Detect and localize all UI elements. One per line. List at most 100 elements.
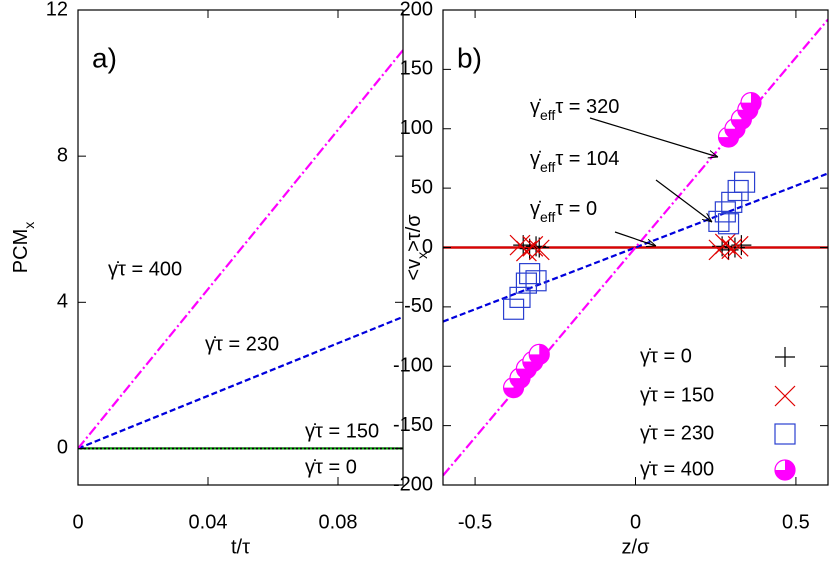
marker-part [509, 286, 531, 308]
line [78, 49, 403, 450]
marker-part [727, 235, 749, 257]
marker [502, 298, 525, 320]
y-tick-label: -100 [393, 355, 433, 377]
legend-marker [774, 459, 796, 481]
label-part: eff [540, 107, 555, 123]
label-part: τ = 0 [555, 198, 597, 220]
plot-frame [442, 9, 829, 486]
arrow [589, 117, 718, 157]
marker-part [528, 239, 550, 261]
y-tick-label: -150 [393, 414, 433, 436]
label-part: eff [540, 209, 555, 225]
marker [717, 213, 740, 235]
legend-label: γ̇τ = 150 [640, 384, 714, 406]
y-tick-label: -200 [393, 473, 433, 495]
x-tick-label: 0 [72, 511, 83, 533]
fit-line [443, 18, 828, 477]
marker [721, 238, 743, 260]
y-tick-label: 100 [400, 117, 433, 139]
label-part: x [21, 222, 37, 229]
marker [522, 235, 544, 257]
y-tick-label: 4 [57, 291, 68, 313]
marker-part [774, 423, 796, 445]
marker-part [774, 385, 796, 407]
marker-part [525, 270, 547, 292]
legend-label: γ̇τ = 400 [640, 458, 714, 480]
marker [721, 191, 743, 213]
marker-part [717, 213, 740, 235]
label-part: τ = 320 [555, 96, 619, 118]
plot-area [78, 49, 403, 450]
y-tick-label: -50 [404, 295, 433, 317]
label-part: x [414, 252, 430, 259]
y-tick-label: 0 [57, 437, 68, 459]
marker [733, 171, 756, 193]
x-tick-label: 0.04 [189, 511, 228, 533]
fit-label: γ̇effτ = 104 [530, 148, 619, 174]
marker [740, 92, 762, 114]
legend-marker [774, 423, 796, 445]
legend-label: γ̇τ = 0 [640, 345, 692, 367]
legend-label: γ̇τ = 230 [640, 422, 714, 444]
label-part: >τ/σ [403, 214, 425, 252]
x-tick-label: 0.08 [319, 511, 358, 533]
y-tick-label: 150 [400, 58, 433, 80]
label-part: γ̇ [530, 148, 541, 170]
legend-marker [774, 385, 796, 407]
x-axis-label: t/τ [231, 536, 250, 558]
panel-label: b) [457, 42, 482, 73]
marker-part [714, 233, 736, 255]
legend-marker [775, 347, 795, 367]
marker-part [502, 298, 525, 320]
panel-label: a) [92, 42, 117, 73]
series-label: γ̇τ = 0 [305, 456, 357, 478]
marker-part [721, 238, 743, 260]
label-part: PCM [10, 229, 32, 273]
series-label: γ̇τ = 400 [108, 258, 182, 280]
plot-frame [77, 9, 404, 486]
label-part: <v [403, 259, 425, 281]
y-tick-label: 200 [400, 0, 433, 20]
line [78, 315, 403, 450]
marker [714, 233, 736, 255]
marker-part [733, 171, 756, 193]
label-part: γ̇ [530, 198, 541, 220]
marker-part [721, 191, 743, 213]
marker [528, 239, 550, 261]
fit-line [443, 172, 828, 323]
marker-part [775, 460, 795, 480]
arrow [655, 179, 712, 222]
marker [509, 286, 531, 308]
series-label: γ̇τ = 150 [305, 420, 379, 442]
marker [529, 237, 550, 258]
label-part: γ̇ [530, 96, 541, 118]
marker-part [727, 179, 749, 202]
label-part: τ = 104 [555, 148, 619, 170]
marker-part [529, 344, 550, 365]
series-label: γ̇τ = 230 [205, 333, 279, 355]
x-tick-label: 0.5 [782, 511, 810, 533]
y-tick-label: 0 [422, 236, 433, 258]
y-axis-label: PCMx [10, 222, 36, 273]
marker-part [519, 263, 541, 285]
marker-part [522, 235, 544, 257]
x-axis-label: z/σ [622, 536, 651, 558]
arrow [614, 231, 656, 246]
y-tick-label: 12 [46, 0, 68, 20]
x-tick-label: -0.5 [458, 511, 492, 533]
marker [525, 270, 547, 292]
x-tick-label: 0 [630, 511, 641, 533]
fit-label: γ̇effτ = 320 [530, 96, 619, 122]
marker [727, 235, 749, 257]
label-part: eff [540, 159, 555, 175]
marker [519, 263, 541, 285]
fit-label: γ̇effτ = 0 [530, 198, 597, 224]
marker [528, 343, 550, 365]
plot-area [443, 18, 828, 477]
marker-part [741, 92, 761, 113]
y-tick-label: 50 [411, 176, 433, 198]
y-axis-label: <vx>τ/σ [403, 214, 429, 281]
y-tick-label: 8 [57, 144, 68, 166]
marker [727, 179, 749, 202]
